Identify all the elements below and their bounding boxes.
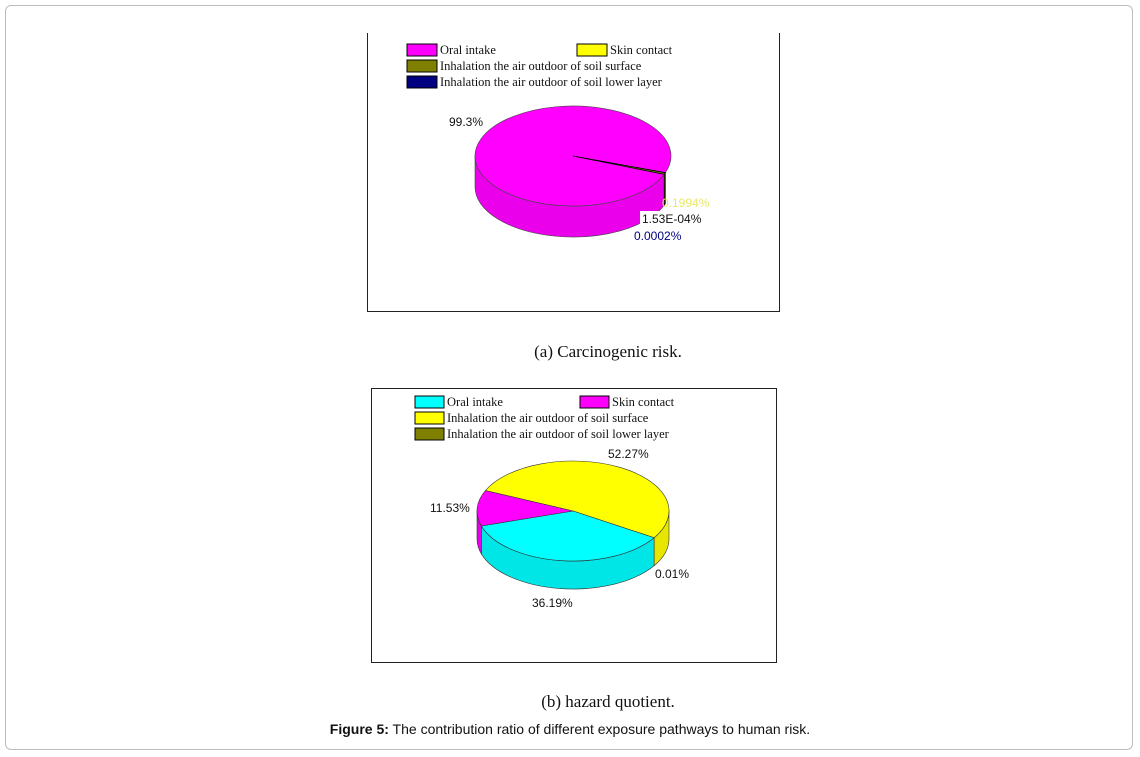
legend-label-skin-contact: Skin contact xyxy=(612,395,675,409)
caption-hazard-quotient: (b) hazard quotient. xyxy=(541,692,675,711)
pie-slice-skin-contact xyxy=(476,490,574,527)
pie-label-oral-intake: 36.19% xyxy=(532,596,573,610)
legend-a: Oral intake Skin contact Inhalation the … xyxy=(406,43,673,89)
pie-label-oral-intake: 99.3% xyxy=(449,115,483,129)
legend-label-skin-contact: Skin contact xyxy=(610,43,673,57)
pie-label-inhalation-surface: 52.27% xyxy=(608,447,649,461)
pie-slice-minor xyxy=(572,155,667,175)
legend-swatch-inhalation-surface xyxy=(414,411,445,425)
legend-swatch-skin-contact xyxy=(576,43,608,57)
legend-swatch-inhalation-lower xyxy=(414,427,445,441)
figure-frame xyxy=(5,5,1133,750)
pie-label-bg xyxy=(640,211,712,226)
pie-slice-inhalation-surface xyxy=(484,460,670,539)
figure-caption-label: Figure 5: xyxy=(329,721,389,737)
legend-swatch-inhalation-surface xyxy=(406,59,438,73)
pie-chart-b-svg: Oral intake Skin contact Inhalation the … xyxy=(414,395,689,610)
chart-carcinogenic-risk: Oral intake Skin contact Inhalation the … xyxy=(367,33,780,312)
figure-caption-text: The contribution ratio of different expo… xyxy=(388,721,811,737)
pie-chart-a-svg: Oral intake Skin contact Inhalation the … xyxy=(406,43,712,243)
chart-hazard-quotient: Oral intake Skin contact Inhalation the … xyxy=(371,388,777,663)
pie-label-skin-contact: 0.1994% xyxy=(662,196,710,210)
figure-caption: Figure 5: The contribution ratio of diff… xyxy=(0,721,1140,737)
pie-label-inhalation-surface: 1.53E-04% xyxy=(642,212,702,226)
legend-label-oral-intake: Oral intake xyxy=(440,43,496,57)
legend-swatch-oral-intake xyxy=(414,395,445,409)
caption-carcinogenic-risk: (a) Carcinogenic risk. xyxy=(534,342,682,361)
pie-label-inhalation-lower: 0.01% xyxy=(655,567,689,581)
legend-swatch-skin-contact xyxy=(579,395,610,409)
legend-swatch-oral-intake xyxy=(406,43,438,57)
pie-b xyxy=(476,460,670,590)
pie-label-skin-contact: 11.53% xyxy=(430,501,470,515)
legend-label-inhalation-surface: Inhalation the air outdoor of soil surfa… xyxy=(440,59,642,73)
legend-swatch-inhalation-lower xyxy=(406,75,438,89)
pie-label-inhalation-lower: 0.0002% xyxy=(634,229,682,243)
legend-label-inhalation-lower: Inhalation the air outdoor of soil lower… xyxy=(440,75,663,89)
legend-label-inhalation-surface: Inhalation the air outdoor of soil surfa… xyxy=(447,411,649,425)
legend-label-inhalation-lower: Inhalation the air outdoor of soil lower… xyxy=(447,427,670,441)
pie-slice-oral-intake xyxy=(480,510,655,562)
legend-label-oral-intake: Oral intake xyxy=(447,395,503,409)
legend-b: Oral intake Skin contact Inhalation the … xyxy=(414,395,675,441)
pie-a xyxy=(474,105,672,238)
